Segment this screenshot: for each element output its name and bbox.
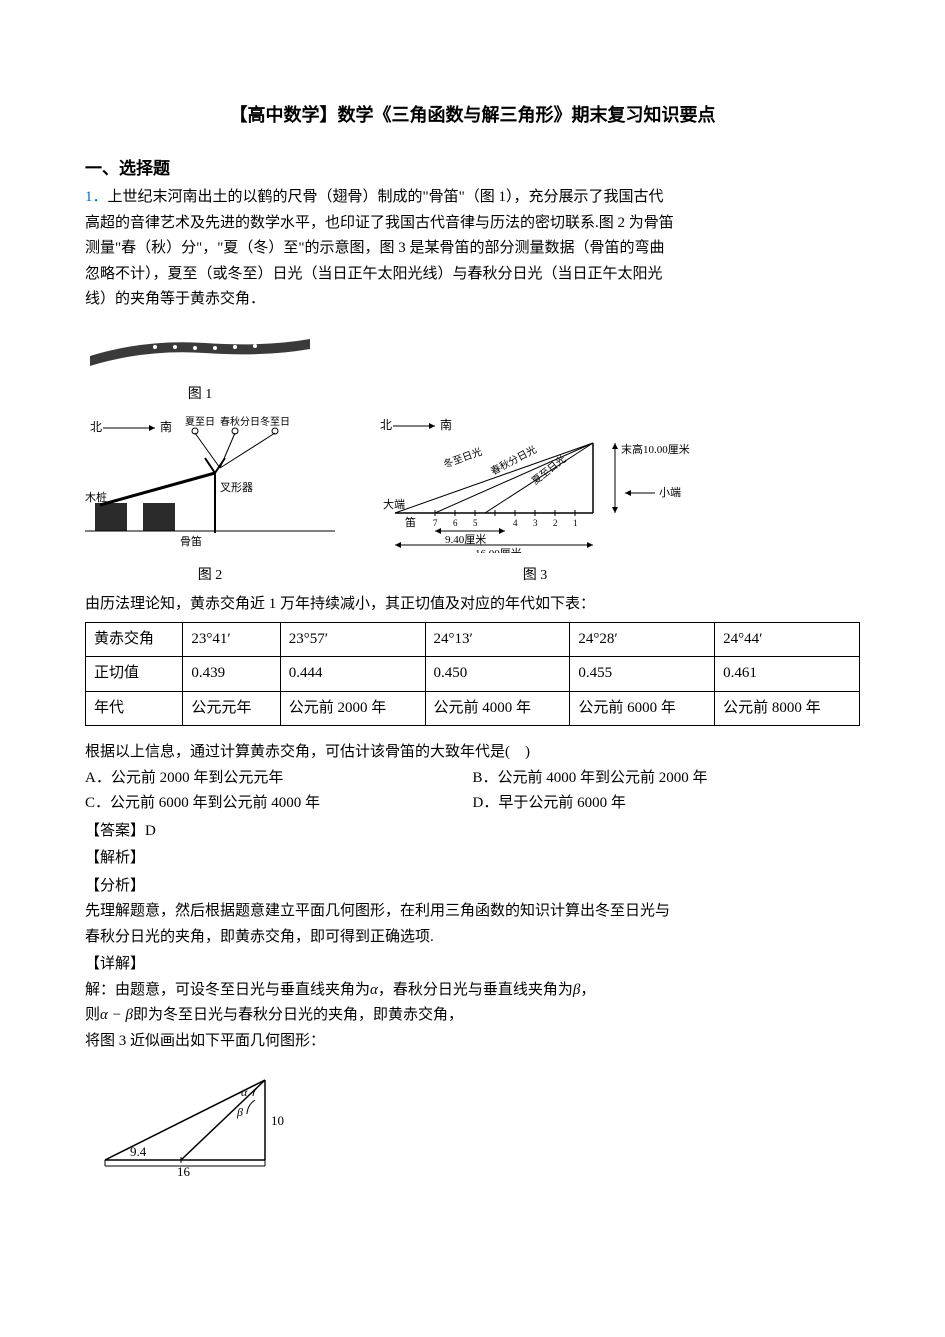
label: 末高10.00厘米 — [621, 442, 690, 456]
text: 即为冬至日光与春秋分日光的夹角，即黄赤交角， — [133, 1007, 463, 1023]
cell: 正切值 — [86, 657, 183, 692]
label: 春秋分日 — [220, 415, 260, 428]
fenxi-line: 先理解题意，然后根据题意建立平面几何图形，在利用三角函数的知识计算出冬至日光与 — [85, 899, 860, 925]
table-intro: 由历法理论知，黄赤交角近 1 万年持续减小，其正切值及对应的年代如下表： — [85, 592, 860, 618]
beta-label: β — [236, 1105, 243, 1119]
detail-line: 则α − β即为冬至日光与春秋分日光的夹角，即黄赤交角， — [85, 1003, 860, 1029]
option-c: C．公元前 6000 年到公元前 4000 年 — [85, 791, 473, 817]
label: 7 — [433, 518, 438, 528]
fenxi-line: 春秋分日光的夹角，即黄赤交角，即可得到正确选项. — [85, 925, 860, 951]
text: 解：由题意，可设冬至日光与垂直线夹角为 — [85, 982, 370, 998]
cell: 0.450 — [425, 657, 570, 692]
label: 叉形器 — [220, 481, 253, 494]
label: 小端 — [659, 486, 681, 499]
label: 1 — [573, 518, 578, 528]
cell: 0.461 — [715, 657, 860, 692]
triangle-icon: α β 10 9.4 16 — [85, 1060, 295, 1180]
cell: 年代 — [86, 691, 183, 726]
doc-title: 【高中数学】数学《三角函数与解三角形》期末复习知识要点 — [85, 100, 860, 131]
question-body: 1．上世纪末河南出土的以鹤的尺骨（翅骨）制成的"骨笛"（图 1），充分展示了我国… — [85, 185, 860, 211]
figure-1-caption: 图 1 — [85, 383, 315, 407]
label: 冬至日 — [260, 415, 290, 428]
cell: 23°57′ — [280, 622, 425, 657]
label: 北 — [90, 420, 102, 434]
table-row: 正切值 0.439 0.444 0.450 0.455 0.461 — [86, 657, 860, 692]
expr: α − β — [100, 1007, 133, 1023]
v10-label: 10 — [271, 1113, 284, 1128]
table-row: 年代 公元元年 公元前 2000 年 公元前 4000 年 公元前 6000 年… — [86, 691, 860, 726]
jiexi-tag: 【解析】 — [85, 846, 860, 872]
label: 夏至日 — [185, 416, 215, 428]
cell: 公元前 8000 年 — [715, 691, 860, 726]
label: 2 — [553, 518, 558, 528]
label: 笛 — [405, 515, 416, 529]
option-d: D．早于公元前 6000 年 — [473, 791, 861, 817]
table-row: 黄赤交角 23°41′ 23°57′ 24°13′ 24°28′ 24°44′ — [86, 622, 860, 657]
label: 5 — [473, 518, 478, 528]
figures-2-3-row: 北 南 夏至日 春秋分日 冬至日 木桩 — [85, 413, 860, 588]
label: 3 — [533, 518, 538, 528]
cell: 黄赤交角 — [86, 622, 183, 657]
label: 北 — [380, 418, 392, 432]
cell: 公元前 4000 年 — [425, 691, 570, 726]
cell: 公元前 6000 年 — [570, 691, 715, 726]
fenxi-tag: 【分析】 — [85, 874, 860, 900]
section-heading: 一、选择题 — [85, 155, 860, 184]
label: 夏至日光 — [529, 452, 569, 487]
cell: 24°44′ — [715, 622, 860, 657]
var-alpha: α — [370, 982, 378, 998]
text: ， — [580, 982, 595, 998]
figure-2: 北 南 夏至日 春秋分日 冬至日 木桩 — [85, 413, 335, 588]
options: A．公元前 2000 年到公元元年 B．公元前 4000 年到公元前 2000 … — [85, 766, 860, 817]
question-number: 1． — [85, 189, 108, 205]
question-1: 1．上世纪末河南出土的以鹤的尺骨（翅骨）制成的"骨笛"（图 1），充分展示了我国… — [85, 185, 860, 1189]
figure-2-diagram-icon: 北 南 夏至日 春秋分日 冬至日 木桩 — [85, 413, 335, 553]
label: 南 — [160, 419, 172, 434]
label: 9.40厘米 — [445, 533, 486, 546]
text: 则 — [85, 1007, 100, 1023]
detail-line: 将图 3 近似画出如下平面几何图形： — [85, 1029, 860, 1055]
cell: 24°13′ — [425, 622, 570, 657]
answer-tag: 【答案】D — [85, 819, 860, 845]
line: 高超的音律艺术及先进的数学水平，也印证了我国古代音律与历法的密切联系.图 2 为… — [85, 211, 860, 237]
bone-flute-icon — [85, 321, 315, 381]
figure-3: 北 南 7 6 5 4 — [375, 413, 695, 588]
label: 16.00厘米 — [475, 547, 522, 553]
text: ，春秋分日光与垂直线夹角为 — [378, 982, 573, 998]
label: 骨笛 — [180, 534, 202, 548]
cell: 公元前 2000 年 — [280, 691, 425, 726]
h94-label: 9.4 — [130, 1144, 147, 1159]
triangle-figure: α β 10 9.4 16 — [85, 1060, 860, 1190]
alpha-label: α — [241, 1085, 248, 1099]
prompt-line: 根据以上信息，通过计算黄赤交角，可估计该骨笛的大致年代是( ) — [85, 740, 860, 766]
cell: 公元元年 — [183, 691, 280, 726]
line: 线）的夹角等于黄赤交角． — [85, 287, 860, 313]
cell: 0.444 — [280, 657, 425, 692]
figure-3-diagram-icon: 北 南 7 6 5 4 — [375, 413, 695, 553]
line: 上世纪末河南出土的以鹤的尺骨（翅骨）制成的"骨笛"（图 1），充分展示了我国古代 — [108, 189, 664, 205]
figure-3-caption: 图 3 — [375, 564, 695, 588]
label: 冬至日光 — [442, 445, 484, 471]
label: 春秋分日光 — [488, 442, 538, 477]
option-b: B．公元前 4000 年到公元前 2000 年 — [473, 766, 861, 792]
figure-1: 图 1 — [85, 321, 860, 407]
option-a: A．公元前 2000 年到公元元年 — [85, 766, 473, 792]
page: 【高中数学】数学《三角函数与解三角形》期末复习知识要点 一、选择题 1．上世纪末… — [0, 0, 945, 1240]
xiangjie-tag: 【详解】 — [85, 952, 860, 978]
label: 木桩 — [85, 490, 107, 504]
label: 大端 — [383, 497, 405, 511]
detail-line: 解：由题意，可设冬至日光与垂直线夹角为α，春秋分日光与垂直线夹角为β， — [85, 978, 860, 1004]
cell: 23°41′ — [183, 622, 280, 657]
cell: 24°28′ — [570, 622, 715, 657]
cell: 0.455 — [570, 657, 715, 692]
line: 测量"春（秋）分"，"夏（冬）至"的示意图，图 3 是某骨笛的部分测量数据（骨笛… — [85, 236, 860, 262]
label: 6 — [453, 518, 458, 528]
figure-2-caption: 图 2 — [85, 564, 335, 588]
label: 4 — [513, 518, 518, 528]
line: 忽略不计），夏至（或冬至）日光（当日正午太阳光线）与春秋分日光（当日正午太阳光 — [85, 262, 860, 288]
label: 南 — [440, 417, 452, 432]
data-table: 黄赤交角 23°41′ 23°57′ 24°13′ 24°28′ 24°44′ … — [85, 622, 860, 727]
cell: 0.439 — [183, 657, 280, 692]
